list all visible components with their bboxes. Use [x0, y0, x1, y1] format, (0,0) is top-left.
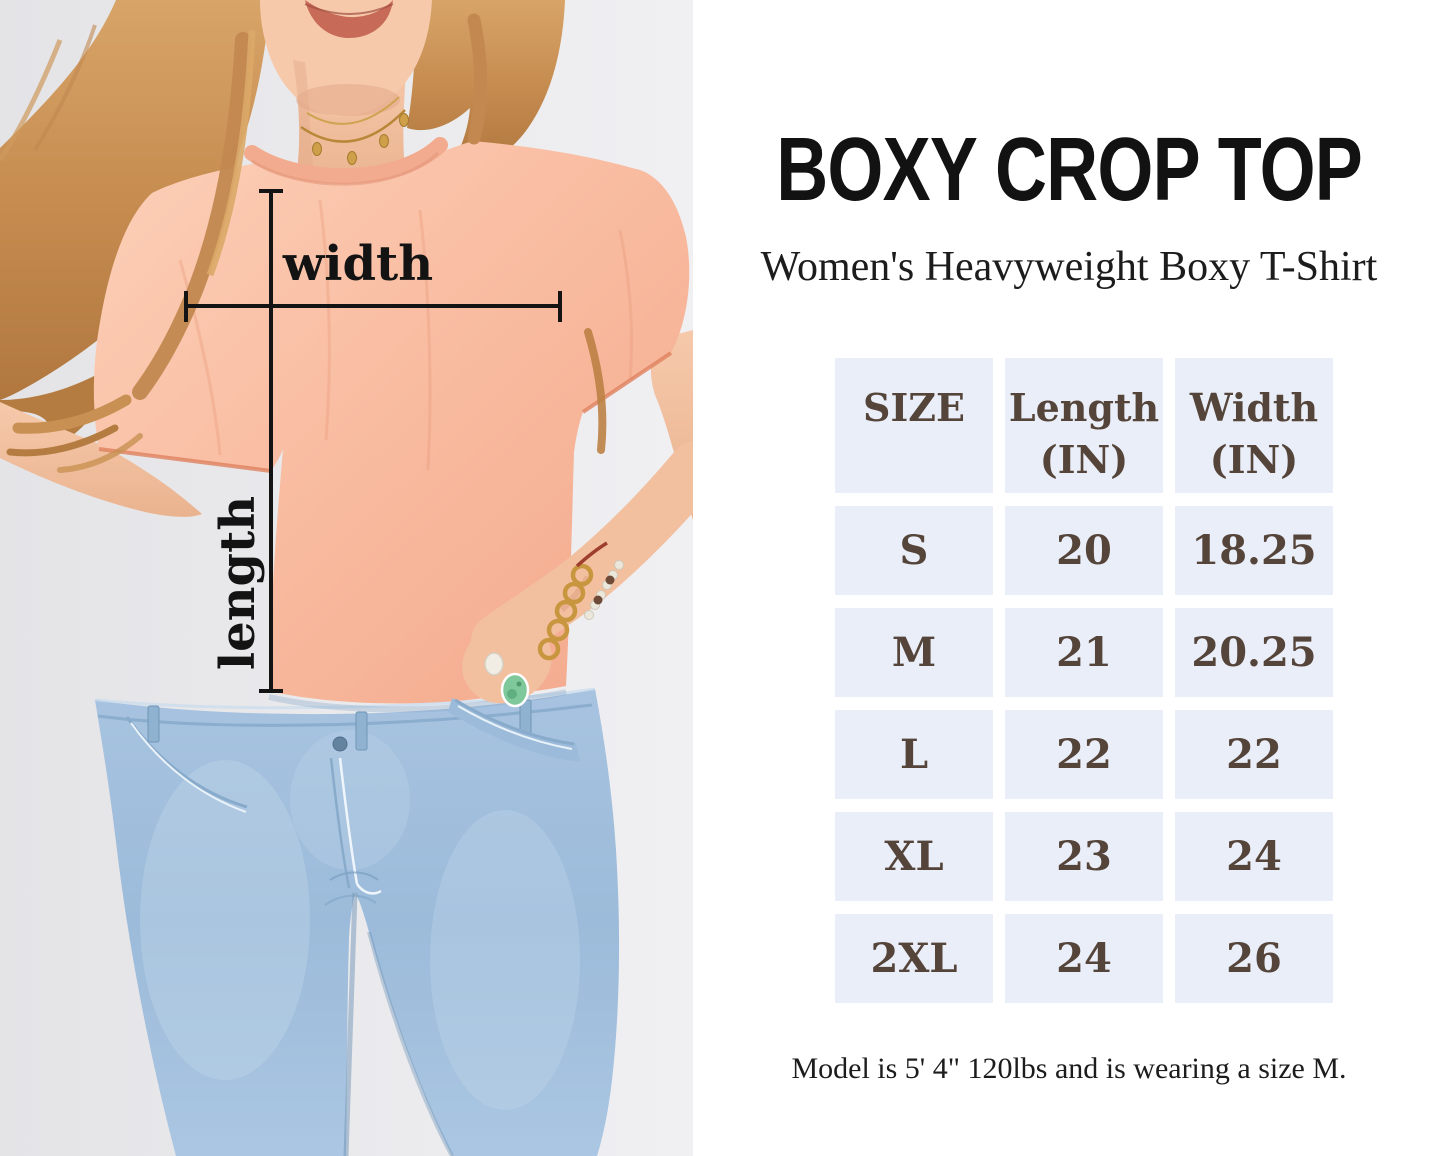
product-subtitle: Women's Heavyweight Boxy T-Shirt [760, 244, 1378, 290]
width-label: width [282, 236, 434, 292]
size-table-cell: 26 [1175, 914, 1333, 1003]
model-photo-illustration [0, 0, 693, 1156]
size-table-cell: 24 [1175, 812, 1333, 901]
column-unit: (IN) [1209, 437, 1299, 483]
length-measure-cap-top [259, 189, 283, 193]
size-table-header-cell: Length (IN) [1005, 358, 1163, 493]
size-table-header-cell: Width (IN) [1175, 358, 1333, 493]
size-table-cell: 2XL [835, 914, 993, 1003]
size-chart-panel: BOXY CROP TOP Women's Heavyweight Boxy T… [693, 0, 1445, 1156]
length-label: length [210, 495, 266, 671]
column-label: Length [1008, 385, 1160, 430]
size-table-cell: M [835, 608, 993, 697]
size-table-cell: XL [835, 812, 993, 901]
length-measure-cap-bottom [259, 689, 283, 693]
size-table-cell: 22 [1005, 710, 1163, 799]
length-measure-line [269, 189, 273, 693]
width-measure-cap-right [558, 291, 562, 322]
product-photo: width length [0, 0, 693, 1156]
size-table-cell: 20.25 [1175, 608, 1333, 697]
size-table-cell: S [835, 506, 993, 595]
column-label: Width [1189, 385, 1319, 430]
product-title: BOXY CROP TOP [693, 122, 1445, 218]
size-table-cell: 18.25 [1175, 506, 1333, 595]
column-unit: (IN) [1039, 437, 1129, 483]
size-table-cell: 21 [1005, 608, 1163, 697]
size-table-header-cell: SIZE [835, 358, 993, 493]
model-note: Model is 5' 4" 120lbs and is wearing a s… [791, 1052, 1347, 1085]
size-table-cell: 22 [1175, 710, 1333, 799]
size-table-cell: 24 [1005, 914, 1163, 1003]
column-label: SIZE [863, 385, 965, 430]
width-measure-cap-left [184, 291, 188, 322]
size-table: SIZE Length (IN) Width (IN) S 20 18.25 M… [835, 358, 1333, 1003]
size-table-cell: 20 [1005, 506, 1163, 595]
size-table-cell: 23 [1005, 812, 1163, 901]
width-measure-line [186, 304, 562, 308]
size-table-cell: L [835, 710, 993, 799]
product-title-text: BOXY CROP TOP [776, 120, 1363, 220]
